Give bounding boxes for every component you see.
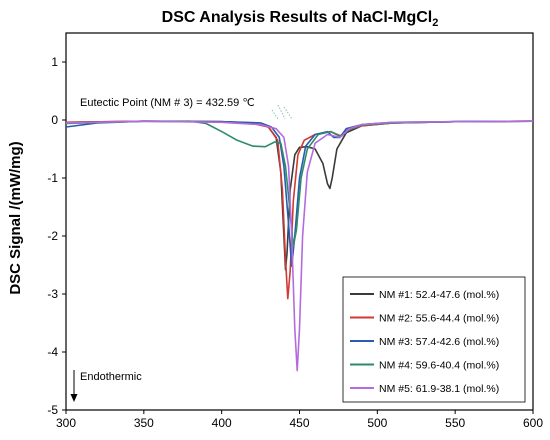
- endothermic-arrow-head-icon: [70, 394, 78, 402]
- x-tick-label: 500: [367, 416, 387, 430]
- y-tick-label: -4: [47, 345, 58, 359]
- y-tick-label: -1: [47, 171, 58, 185]
- chart-title-subscript: 2: [432, 17, 438, 29]
- x-tick-label: 550: [445, 416, 465, 430]
- y-tick-label: -2: [47, 229, 58, 243]
- chart-title-main: DSC Analysis Results of NaCl-MgCl: [162, 9, 433, 26]
- endothermic-annotation: Endothermic: [70, 370, 142, 402]
- eutectic-annotation: Eutectic Point (NM # 3) = 432.59 ℃: [80, 97, 293, 120]
- y-axis-label: DSC Signal /(mW/mg): [7, 141, 24, 294]
- legend-label-nm3: NM #3: 57.4-42.6 (mol.%): [379, 336, 499, 348]
- endothermic-label: Endothermic: [80, 371, 142, 383]
- series-line-nm5: [65, 120, 534, 372]
- y-ticks: 1 0 -1 -2 -3 -4 -5: [47, 55, 66, 417]
- legend-label-nm2: NM #2: 55.6-44.4 (mol.%): [379, 313, 499, 325]
- x-ticks: 300 350 400 450 500 550 600: [56, 410, 543, 430]
- y-tick-label: 1: [51, 55, 58, 69]
- y-tick-label: -3: [47, 287, 58, 301]
- eutectic-marker-2: [277, 104, 286, 120]
- eutectic-marker-1: [271, 109, 279, 120]
- y-tick-label: 0: [51, 113, 58, 127]
- series-lines: [65, 120, 534, 372]
- x-tick-label: 450: [289, 416, 309, 430]
- x-tick-label: 300: [56, 416, 76, 430]
- legend-box: [342, 276, 526, 403]
- legend: NM #1: 52.4-47.6 (mol.%) NM #2: 55.6-44.4…: [342, 276, 526, 403]
- y-tick-label: -5: [47, 403, 58, 417]
- legend-items: NM #1: 52.4-47.6 (mol.%) NM #2: 55.6-44.4…: [350, 289, 499, 395]
- eutectic-label: Eutectic Point (NM # 3) = 432.59 ℃: [80, 97, 255, 109]
- eutectic-marker-3: [283, 106, 293, 120]
- x-tick-label: 400: [212, 416, 232, 430]
- legend-label-nm4: NM #4: 59.6-40.4 (mol.%): [379, 360, 499, 372]
- legend-label-nm5: NM #5: 61.9-38.1 (mol.%): [379, 383, 499, 395]
- x-tick-label: 600: [523, 416, 543, 430]
- x-tick-label: 350: [134, 416, 154, 430]
- plot-area: 1 0 -1 -2 -3 -4 -5 300 350 400 450 500 550 600: [47, 32, 543, 430]
- chart-title: DSC Analysis Results of NaCl-MgCl2: [162, 9, 439, 29]
- legend-label-nm1: NM #1: 52.4-47.6 (mol.%): [379, 289, 499, 301]
